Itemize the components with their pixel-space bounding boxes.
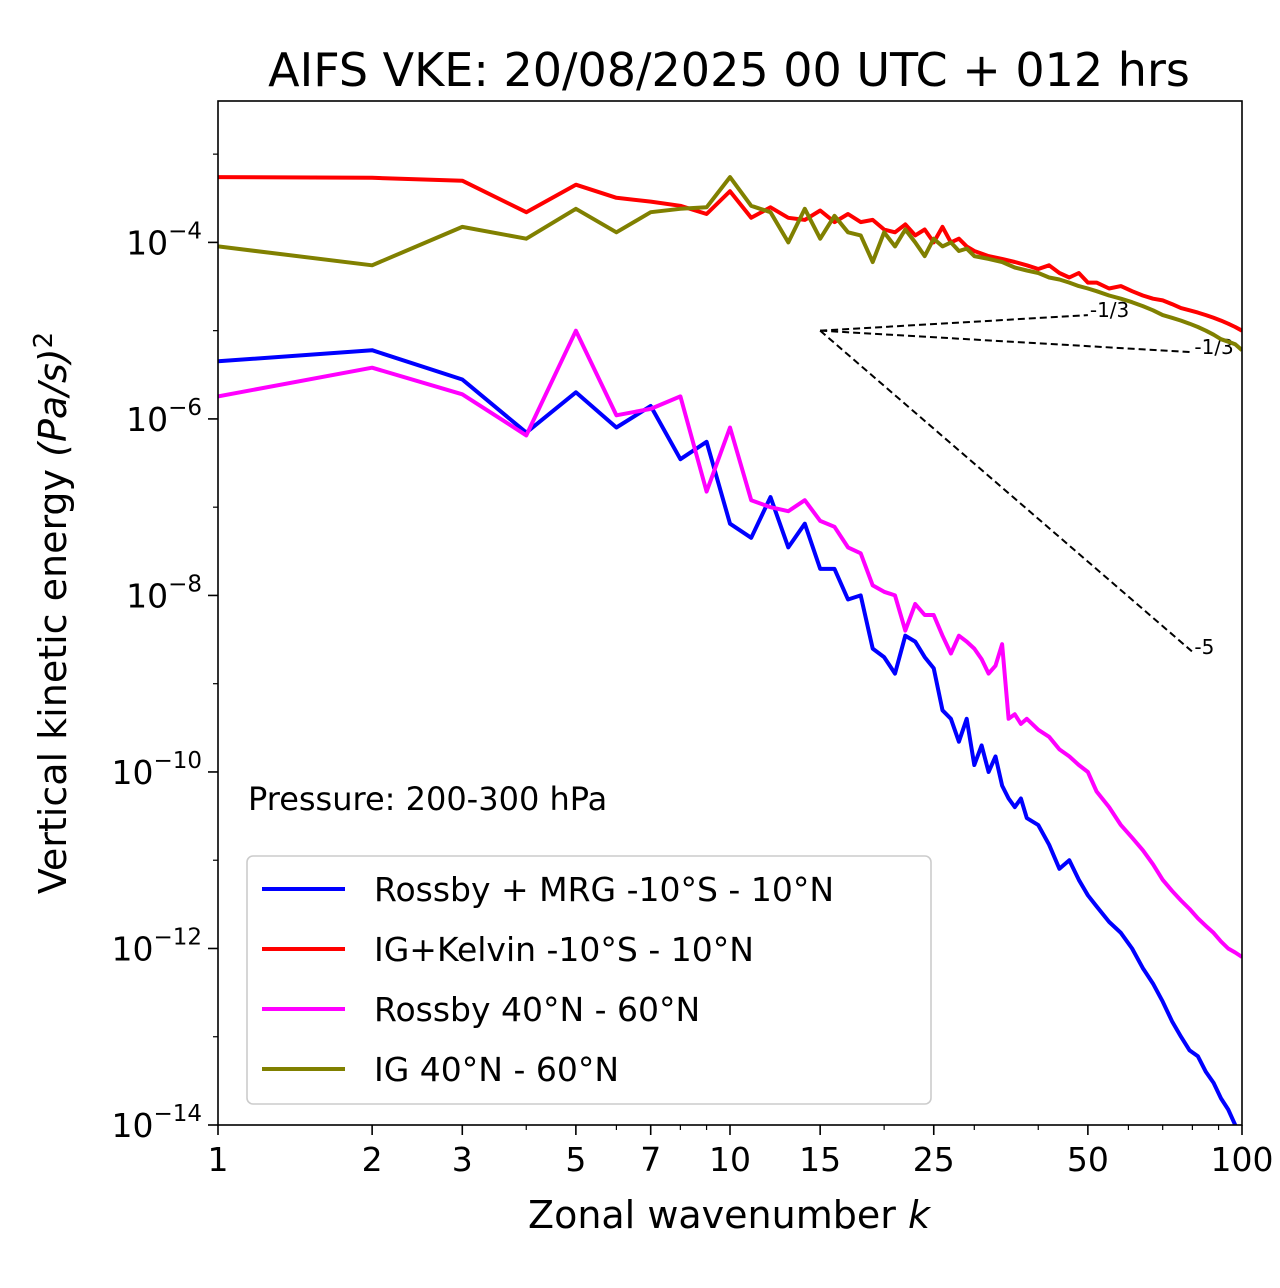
x-tick-label: 7: [640, 1140, 661, 1179]
y-tick-label: 10−14: [111, 1101, 202, 1145]
y-tick-label: 10−10: [111, 748, 202, 792]
reference-slope-lines: -1/3 -1/3 -5: [819, 298, 1234, 659]
series-line: [218, 328, 1242, 959]
y-tick-label: 10−8: [126, 571, 202, 615]
x-tick-label: 50: [1067, 1140, 1109, 1179]
axis-ticks: 1 2 3 5 7 10 15 25 50 100 10−4 10−6 10−8 10−10 10−12 10…: [111, 153, 1274, 1179]
series-lines: [218, 175, 1242, 1125]
series-line: [218, 348, 1238, 1125]
x-axis-label: Zonal wavenumber k: [528, 1193, 932, 1237]
reference-slope-line: [819, 329, 1194, 653]
slope-label: -5: [1194, 635, 1214, 659]
series-line: [218, 175, 1242, 352]
x-tick-label: 2: [362, 1140, 383, 1179]
series-line: [218, 175, 1242, 333]
legend-label: IG+Kelvin -10°S - 10°N: [374, 930, 754, 969]
reference-slope-line: [820, 314, 1088, 332]
legend-box: [246, 855, 932, 1105]
chart-title: AIFS VKE: 20/08/2025 00 UTC + 012 hrs: [268, 43, 1190, 97]
x-tick-label: 5: [565, 1140, 586, 1179]
y-tick-label: 10−12: [111, 924, 202, 968]
x-tick-label: 1: [208, 1140, 229, 1179]
legend-label: IG 40°N - 60°N: [374, 1050, 619, 1089]
legend-label: Rossby 40°N - 60°N: [374, 990, 700, 1029]
reference-slope-line: [820, 329, 1193, 354]
x-tick-label: 25: [913, 1140, 955, 1179]
slope-label: -1/3: [1090, 298, 1129, 322]
y-tick-label: 10−6: [126, 395, 202, 439]
x-tick-label: 10: [709, 1140, 751, 1179]
y-tick-label: 10−4: [126, 218, 202, 262]
x-tick-label: 100: [1211, 1140, 1274, 1179]
legend: Rossby + MRG -10°S - 10°N IG+Kelvin -10°S…: [246, 855, 932, 1105]
slope-label: -1/3: [1194, 335, 1233, 359]
y-axis-label: Vertical kinetic energy (Pa/s)2: [29, 332, 75, 894]
x-tick-label: 3: [452, 1140, 473, 1179]
legend-label: Rossby + MRG -10°S - 10°N: [374, 870, 834, 909]
plot-frame: [217, 100, 1243, 1126]
pressure-annotation: Pressure: 200-300 hPa: [248, 780, 607, 818]
x-tick-label: 15: [799, 1140, 841, 1179]
